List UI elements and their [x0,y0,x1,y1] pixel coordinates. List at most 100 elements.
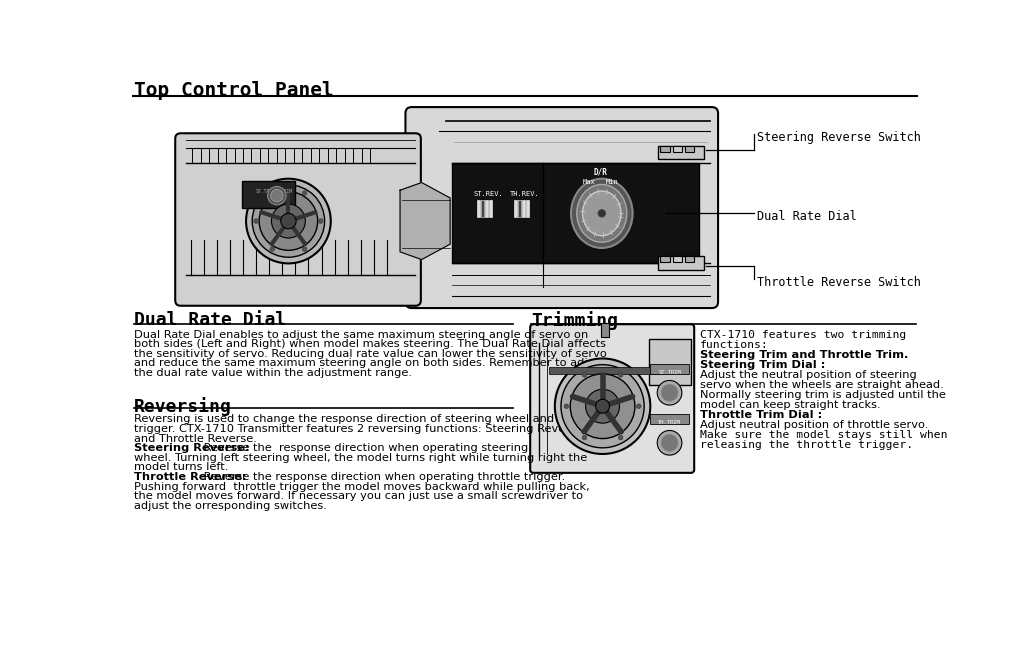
Text: Steering Trim Dial :: Steering Trim Dial : [700,360,825,369]
Circle shape [618,373,623,377]
Text: D/R: D/R [593,168,607,177]
Circle shape [254,219,258,223]
Bar [649,339,691,385]
Circle shape [637,404,641,409]
Text: TH.REV.: TH.REV. [510,191,540,197]
Text: functions:: functions: [700,340,769,350]
Text: Normally steering trim is adjusted until the: Normally steering trim is adjusted until… [700,390,946,400]
Circle shape [583,436,587,440]
FancyBboxPatch shape [530,324,694,473]
Text: Reversing is used to change the response direction of steering wheel and throttl: Reversing is used to change the response… [134,415,600,424]
Text: and Throttle Reverse.: and Throttle Reverse. [134,434,257,443]
Text: TH.TRIM: TH.TRIM [273,189,293,194]
Text: Dual Rate Dial: Dual Rate Dial [134,311,286,329]
Bar [525,200,528,217]
Text: adjust the orresponding switches.: adjust the orresponding switches. [134,501,327,511]
Text: the model moves forward. If necessary you can just use a small screwdriver to: the model moves forward. If necessary yo… [134,491,583,501]
Text: Reverse the response direction when operating throttle trigger.: Reverse the response direction when oper… [200,472,565,482]
Ellipse shape [583,191,621,236]
Bar [488,200,492,217]
Text: Dual Rate Dial: Dual Rate Dial [758,210,857,223]
Text: releasing the throttle trigger.: releasing the throttle trigger. [700,440,913,450]
Text: Reverse the  response direction when operating steering: Reverse the response direction when oper… [200,443,528,453]
Bar [673,145,682,152]
FancyBboxPatch shape [406,107,718,308]
Bar [549,367,660,373]
Circle shape [657,430,682,455]
Text: the sensitivity of servo. Reducing dual rate value can lower the sensitivity of : the sensitivity of servo. Reducing dual … [134,349,606,359]
Text: Adjust neutral position of throttle servo.: Adjust neutral position of throttle serv… [700,420,929,430]
Text: Steering Trim and Throttle Trim.: Steering Trim and Throttle Trim. [700,350,908,360]
Polygon shape [400,183,451,259]
Text: model can keep straight tracks.: model can keep straight tracks. [700,400,881,409]
Bar [660,145,670,152]
Circle shape [570,374,635,439]
Circle shape [555,358,650,454]
Text: and reduce the same maximum steering angle on both sides. Remember to adjust: and reduce the same maximum steering ang… [134,358,605,369]
Text: ST.TRIM: ST.TRIM [255,189,275,194]
Text: Steering Reverse:: Steering Reverse: [134,443,249,453]
Text: TH.TRIM: TH.TRIM [658,420,681,424]
Text: Throttle Trim Dial :: Throttle Trim Dial : [700,409,822,420]
Circle shape [270,189,283,202]
Text: Max: Max [583,179,595,185]
Circle shape [596,400,609,413]
Circle shape [302,191,307,195]
Circle shape [662,434,678,451]
Text: Make sure the model stays still when: Make sure the model stays still when [700,430,948,440]
Bar [243,181,295,208]
Circle shape [598,210,605,217]
Text: ST.TRIM: ST.TRIM [658,369,681,375]
Bar [650,415,689,424]
FancyBboxPatch shape [175,133,421,306]
Ellipse shape [571,179,633,248]
Circle shape [657,381,682,405]
Circle shape [270,247,274,252]
Bar [673,255,682,262]
Bar [477,200,480,217]
Bar [518,200,521,217]
Circle shape [267,187,286,205]
Text: Reversing: Reversing [134,397,231,415]
Circle shape [246,179,331,263]
Circle shape [302,247,307,252]
Circle shape [281,214,296,229]
Text: CTX-1710 features two trimming: CTX-1710 features two trimming [700,329,906,340]
Bar [514,200,517,217]
Text: Steering Reverse Switch: Steering Reverse Switch [758,131,922,144]
Text: Throttle Reverse:: Throttle Reverse: [134,472,246,482]
Bar [650,364,689,373]
Circle shape [259,192,317,250]
Circle shape [662,384,678,402]
Circle shape [271,204,305,238]
Circle shape [583,373,587,377]
Text: Trimming: Trimming [531,311,617,330]
Bar [484,200,487,217]
Ellipse shape [577,185,627,242]
Bar [601,323,608,337]
Text: servo when the wheels are straight ahead.: servo when the wheels are straight ahead… [700,380,944,390]
Bar [453,163,698,263]
Circle shape [561,365,644,448]
Circle shape [564,404,568,409]
Bar [658,255,705,270]
Circle shape [318,219,323,223]
Circle shape [270,191,274,195]
Bar [481,200,484,217]
Text: the dual rate value within the adjustment range.: the dual rate value within the adjustmen… [134,368,412,378]
Text: model turns left.: model turns left. [134,462,228,472]
Bar [685,145,694,152]
Text: Throttle Reverse Switch: Throttle Reverse Switch [758,276,922,290]
Text: Adjust the neutral position of steering: Adjust the neutral position of steering [700,369,918,380]
Bar [660,255,670,262]
Text: Min: Min [605,179,618,185]
Text: Pushing forward  throttle trigger the model moves backward while pulling back,: Pushing forward throttle trigger the mod… [134,481,590,492]
Text: wheel. Turning left steering wheel, the model turns right while turning right th: wheel. Turning left steering wheel, the … [134,453,587,463]
Text: trigger. CTX-1710 Transmitter features 2 reversing functions: Steering Reverse: trigger. CTX-1710 Transmitter features 2… [134,424,583,434]
Text: Dual Rate Dial enables to adjust the same maximum steering angle of servo on: Dual Rate Dial enables to adjust the sam… [134,329,588,340]
Text: both sides (Left and Right) when model makes steering. The Dual Rate Dial affect: both sides (Left and Right) when model m… [134,339,605,349]
Bar [658,145,705,159]
Circle shape [618,436,623,440]
Bar [521,200,525,217]
Text: ST.REV.: ST.REV. [474,191,504,197]
